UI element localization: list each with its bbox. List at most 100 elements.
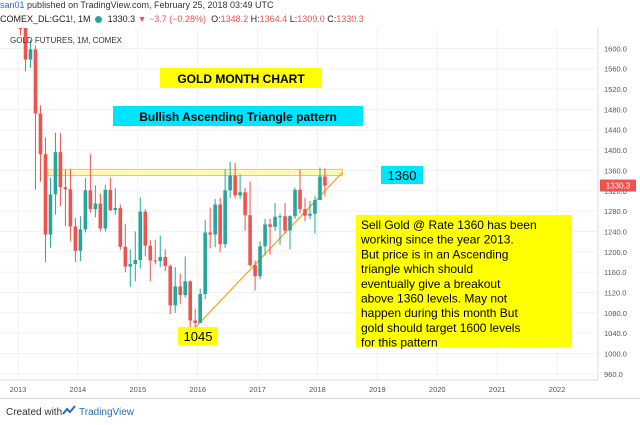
candle [263, 218, 267, 256]
candle [303, 197, 307, 222]
chart-subtitle: Bullish Ascending Triangle pattern [139, 110, 337, 124]
y-tick-label: 1560.0 [604, 65, 627, 74]
annotation-line: happen during this month But [361, 306, 518, 320]
candle-body [178, 286, 183, 296]
candle [138, 197, 143, 269]
candle-body [253, 265, 257, 277]
candle-body [153, 260, 158, 262]
candle [193, 308, 197, 331]
candle [68, 169, 73, 242]
candle-body [278, 216, 282, 218]
candle [308, 200, 312, 220]
candle [93, 185, 98, 218]
candle [318, 167, 322, 200]
candle-body [148, 245, 153, 261]
title-label-bg [160, 68, 322, 88]
candle-body [28, 49, 33, 60]
y-tick-label: 1400.0 [604, 146, 627, 155]
candle-body [83, 190, 88, 230]
candle [283, 202, 287, 234]
x-tick-label: 2022 [549, 385, 566, 394]
chart-legend: GOLD FUTURES, 1M, COMEX [10, 36, 123, 45]
x-tick-label: 2017 [249, 385, 266, 394]
x-tick-label: 2013 [10, 385, 27, 394]
annotation-text: Sell Gold @ Rate 1360 has been working si… [360, 218, 537, 350]
open-value: 1348.2 [220, 14, 249, 24]
annotation-line: working since the year 2013. [360, 233, 514, 247]
candle-body [68, 189, 73, 227]
candle-body [168, 266, 173, 306]
candle-body [323, 176, 327, 186]
candle-body [288, 216, 292, 231]
high-label: H: [250, 14, 260, 24]
candle [153, 239, 158, 265]
candle [173, 267, 178, 313]
candle-body [298, 189, 302, 210]
tradingview-brand[interactable]: TradingView [79, 407, 135, 418]
candle-body [163, 256, 168, 267]
candle-body [213, 204, 217, 235]
candle-body [108, 189, 113, 211]
candle [323, 168, 327, 197]
candle [148, 240, 153, 282]
close-value: 1330.3 [336, 14, 364, 24]
candle [43, 137, 48, 262]
candle-body [283, 216, 287, 231]
candle [188, 280, 192, 328]
tradingview-logo-icon[interactable] [62, 405, 76, 417]
x-tick-label: 2016 [189, 385, 206, 394]
candle-body [218, 204, 222, 245]
candle [228, 161, 232, 198]
y-tick-label: 1360.0 [604, 166, 627, 175]
low-label: L: [289, 14, 298, 24]
candle [248, 181, 252, 267]
candle-body [273, 216, 277, 227]
subtitle-label-bg [113, 106, 363, 126]
candle [203, 219, 207, 300]
candle-body [238, 192, 242, 196]
candle-body [138, 211, 143, 260]
candle-body [183, 281, 188, 296]
y-tick-label: 1240.0 [604, 227, 627, 236]
candle [238, 174, 242, 199]
x-tick-label: 2021 [489, 385, 506, 394]
price-chart[interactable]: 960.0 1000.0 1040.0 1080.0 1120.0 1160.0 1200.… [0, 28, 640, 398]
candle-body [198, 294, 202, 324]
candle [208, 207, 212, 249]
candle-body [313, 199, 317, 214]
resistance-label-bg [381, 166, 423, 184]
y-tick-label: 1600.0 [604, 44, 627, 53]
resistance-label: 1360 [388, 168, 417, 183]
candle [293, 187, 297, 219]
candle-body [93, 203, 98, 210]
candle [113, 188, 118, 215]
candle-body [113, 208, 118, 211]
author-link[interactable]: san01 [0, 0, 25, 10]
candle [78, 216, 83, 261]
candle [33, 45, 38, 190]
symbol-name[interactable]: COMEX_DL:GC1!, 1M [0, 14, 91, 24]
time-axis[interactable]: 2013 2014 2015 2016 2017 2018 2019 2020 2021 2022 [10, 385, 566, 394]
candle [268, 218, 272, 255]
x-tick-label: 2018 [309, 385, 326, 394]
publish-bar: san01 published on TradingView.com, Febr… [0, 0, 640, 14]
candle [223, 169, 227, 248]
high-value: 1364.4 [259, 14, 288, 24]
candle-body [78, 229, 83, 251]
last-price-tag [600, 179, 636, 192]
candle-body [248, 215, 252, 266]
symbol-info-bar: COMEX_DL:GC1!, 1M 1330.3 ▼ −3.7 (−0.28%)… [0, 14, 640, 28]
candle-body [173, 286, 178, 306]
candle [63, 169, 68, 226]
candle-body [123, 246, 128, 267]
candle-body [43, 154, 48, 235]
footer: Created with TradingView [0, 398, 640, 425]
resistance-zone [47, 168, 343, 177]
candle [128, 249, 133, 287]
candle [143, 209, 148, 257]
y-tick-label: 1480.0 [604, 105, 627, 114]
candle-body [208, 232, 212, 235]
market-status-dot-icon [95, 16, 103, 24]
candle [98, 193, 103, 232]
candle-body [228, 175, 232, 191]
